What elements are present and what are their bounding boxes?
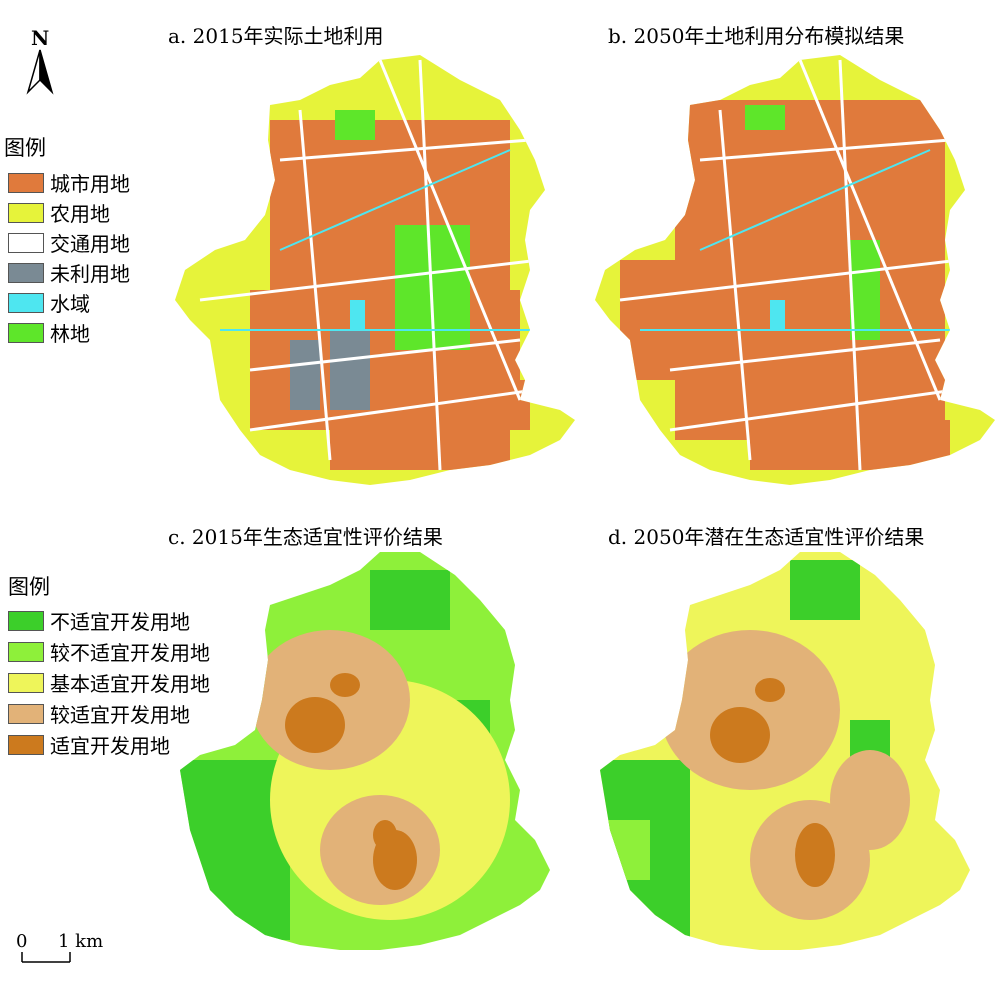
scale-end-label: 1 km — [58, 931, 104, 952]
north-label: N — [31, 26, 50, 50]
legend1-item: 农用地 — [8, 198, 110, 227]
legend2-item: 基本适宜开发用地 — [8, 668, 210, 697]
legend-swatch — [8, 610, 44, 631]
legend-swatch — [8, 703, 44, 724]
legend-swatch — [8, 734, 44, 755]
legend2-item: 不适宜开发用地 — [8, 606, 190, 635]
legend-label: 交通用地 — [50, 232, 130, 256]
legend-label: 较不适宜开发用地 — [50, 641, 210, 665]
legend-swatch — [8, 322, 44, 343]
legend2-item: 较不适宜开发用地 — [8, 637, 210, 666]
map-b-title: b. 2050年土地利用分布模拟结果 — [608, 24, 905, 48]
legend-swatch — [8, 262, 44, 283]
legend-label: 适宜开发用地 — [50, 734, 170, 758]
legend-label: 基本适宜开发用地 — [50, 672, 210, 696]
legend1-item: 未利用地 — [8, 258, 130, 287]
legend-swatch — [8, 172, 44, 193]
legend1-item: 城市用地 — [8, 168, 130, 197]
legend2-item: 较适宜开发用地 — [8, 699, 190, 728]
legend-label: 较适宜开发用地 — [50, 703, 190, 727]
map-a-land-use-2015 — [175, 55, 575, 485]
map-c-suitability-2015 — [180, 552, 550, 950]
scale-start-label: 0 — [16, 931, 28, 952]
legend-label: 农用地 — [50, 202, 110, 226]
legend1-item: 交通用地 — [8, 228, 130, 257]
legend-swatch — [8, 292, 44, 313]
map-d-suitability-2050 — [600, 552, 970, 950]
legend-label: 水域 — [50, 292, 90, 316]
legend-label: 未利用地 — [50, 262, 130, 286]
scale-bar — [21, 952, 71, 963]
legend-label: 城市用地 — [50, 172, 130, 196]
legend2-item: 适宜开发用地 — [8, 730, 170, 759]
legend-swatch — [8, 672, 44, 693]
legend-label: 不适宜开发用地 — [50, 610, 190, 634]
map-a-title: a. 2015年实际土地利用 — [168, 24, 384, 48]
legend1-title: 图例 — [4, 136, 46, 160]
map-b-land-use-2050 — [595, 55, 995, 485]
legend1-item: 林地 — [8, 318, 90, 347]
legend-label: 林地 — [50, 322, 90, 346]
legend-swatch — [8, 202, 44, 223]
legend2-title: 图例 — [8, 575, 50, 599]
legend-swatch — [8, 641, 44, 662]
legend-swatch — [8, 232, 44, 253]
map-c-title: c. 2015年生态适宜性评价结果 — [168, 525, 443, 549]
legend1-item: 水域 — [8, 288, 90, 317]
map-d-title: d. 2050年潜在生态适宜性评价结果 — [608, 525, 925, 549]
